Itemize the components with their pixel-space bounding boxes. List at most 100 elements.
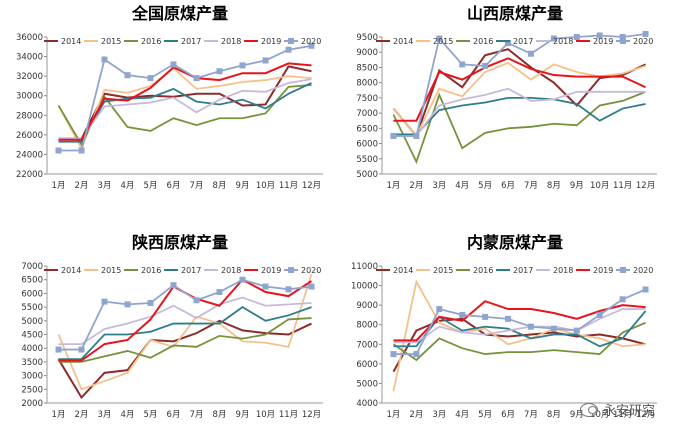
legend-label-2019: 2019: [593, 266, 613, 275]
y-tick-label: 3500: [21, 358, 43, 368]
data-point-2020: [596, 311, 603, 318]
legend-label-2017: 2017: [513, 37, 533, 46]
series-line-2018: [393, 87, 646, 137]
series-line-2017: [393, 96, 646, 136]
x-tick-label: 12月: [302, 410, 321, 420]
x-tick-label: 10月: [590, 181, 609, 191]
chart-title: 全国原煤产量: [131, 4, 228, 23]
x-tick-label: 4月: [121, 181, 135, 191]
chart-panel-4: 内蒙原煤产量 4000 5000 6000 7000 8000 9000 10000 11000…: [351, 233, 657, 420]
x-tick-label: 7月: [190, 410, 204, 420]
legend-label-2019: 2019: [261, 37, 281, 46]
y-tick-label: 8000: [356, 79, 378, 89]
x-tick-label: 6月: [501, 181, 515, 191]
x-tick-label: 5月: [478, 181, 492, 191]
data-point-2020: [505, 315, 512, 322]
data-point-2020: [124, 301, 131, 308]
x-tick-label: 7月: [524, 410, 538, 420]
y-tick-label: 5500: [21, 303, 43, 313]
data-point-2020: [239, 62, 246, 69]
legend-label-2016: 2016: [473, 37, 493, 46]
data-point-2020: [550, 325, 557, 332]
y-tick-label: 36000: [16, 33, 43, 43]
legend-label-2015: 2015: [101, 37, 121, 46]
watermark-text: 永安研究: [602, 404, 655, 419]
x-tick-label: 4月: [455, 410, 469, 420]
y-tick-label: 7000: [356, 109, 378, 119]
legend-label-2016: 2016: [141, 37, 161, 46]
legend-label-2014: 2014: [61, 266, 81, 275]
series-line-2015: [57, 273, 313, 391]
y-tick-label: 5000: [356, 170, 378, 180]
data-point-2020: [642, 30, 649, 37]
data-point-2020: [101, 56, 108, 63]
y-tick-label: 34000: [16, 53, 43, 63]
x-tick-label: 6月: [167, 181, 181, 191]
y-tick-label: 9500: [356, 33, 378, 43]
series-line-2020: [58, 44, 312, 152]
y-tick-label: 5000: [21, 317, 43, 327]
x-tick-label: 1月: [52, 410, 66, 420]
x-tick-label: 8月: [213, 410, 227, 420]
legend-label-2018: 2018: [221, 37, 241, 46]
series-line-2020: [393, 288, 646, 355]
data-point-2020: [55, 147, 62, 154]
x-tick-label: 10月: [590, 410, 609, 420]
legend-marker-2020: [288, 267, 294, 273]
x-tick-label: 1月: [386, 410, 400, 420]
legend-label-2015: 2015: [101, 266, 121, 275]
legend-label-2018: 2018: [221, 266, 241, 275]
chart-panel-3: 陕西原煤产量 2000 2500 3000 3500 4000 4500 5000 5500 60…: [21, 233, 323, 420]
wechat-icon: [579, 402, 598, 417]
series-line-2014: [57, 319, 312, 400]
x-tick-label: 1月: [386, 181, 400, 191]
series-line-2020: [393, 33, 646, 137]
legend-label-2020: 2020: [301, 266, 321, 275]
data-point-2020: [390, 351, 397, 358]
x-tick-label: 2月: [409, 410, 423, 420]
chart-panel-2: 山西原煤产量 5000 5500 6000 6500 7000 7500 8000 8500 90…: [356, 4, 657, 191]
data-point-2020: [619, 296, 626, 303]
series-line-2019: [393, 57, 646, 122]
data-point-2020: [413, 132, 420, 139]
legend-label-2017: 2017: [181, 266, 201, 275]
data-point-2020: [78, 147, 85, 154]
legend-label-2015: 2015: [433, 37, 453, 46]
data-point-2020: [482, 313, 489, 320]
x-tick-label: 3月: [98, 181, 112, 191]
data-point-2020: [527, 50, 534, 57]
x-tick-label: 8月: [213, 181, 227, 191]
y-tick-label: 24000: [16, 150, 43, 160]
x-tick-label: 10月: [256, 181, 275, 191]
legend-label-2014: 2014: [393, 266, 413, 275]
data-point-2020: [216, 68, 223, 75]
data-point-2020: [147, 299, 154, 306]
y-tick-label: 6500: [21, 276, 43, 286]
legend-label-2014: 2014: [61, 37, 81, 46]
data-point-2020: [55, 346, 62, 353]
data-point-2020: [101, 298, 108, 305]
x-tick-label: 9月: [236, 181, 250, 191]
legend-label-2014: 2014: [393, 37, 413, 46]
x-tick-label: 4月: [455, 181, 469, 191]
data-point-2020: [308, 42, 315, 49]
data-point-2020: [619, 34, 626, 40]
data-point-2020: [147, 75, 154, 82]
y-tick-label: 6000: [21, 289, 43, 299]
data-point-2020: [436, 306, 443, 313]
x-tick-label: 8月: [547, 181, 561, 191]
legend-label-2020: 2020: [301, 37, 321, 46]
y-tick-label: 7000: [356, 340, 378, 350]
legend-label-2017: 2017: [181, 37, 201, 46]
data-point-2020: [573, 327, 580, 334]
x-tick-label: 9月: [236, 410, 250, 420]
data-point-2020: [459, 311, 466, 318]
data-point-2020: [285, 46, 292, 53]
x-tick-label: 7月: [524, 181, 538, 191]
y-tick-label: 32000: [16, 72, 43, 82]
legend-label-2020: 2020: [633, 266, 653, 275]
y-tick-label: 3000: [21, 372, 43, 382]
data-point-2020: [527, 323, 534, 330]
data-point-2020: [216, 289, 223, 296]
x-tick-label: 12月: [636, 181, 655, 191]
